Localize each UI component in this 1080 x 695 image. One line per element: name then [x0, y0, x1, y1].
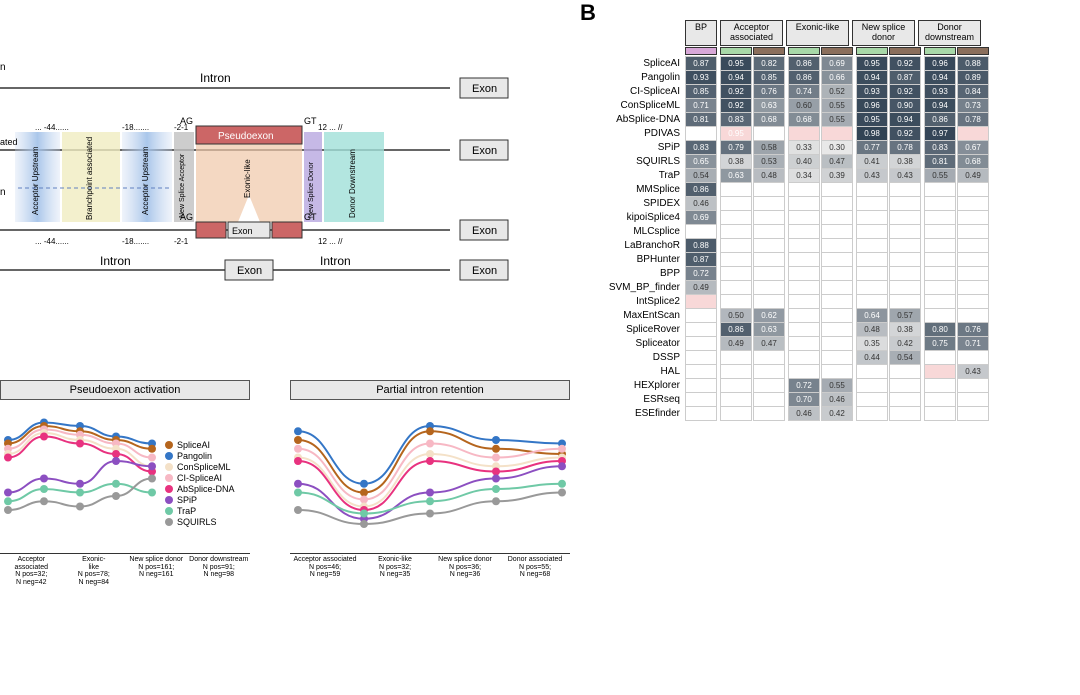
svg-text:12 ... //: 12 ... //	[318, 123, 343, 132]
chart2	[290, 400, 570, 550]
pseudoexon-label: Pseudoexon	[218, 131, 274, 142]
exon-small: Exon	[232, 226, 253, 236]
region-new-acc: New Splice Acceptor	[179, 153, 186, 218]
chart-legend: SpliceAIPangolinConSpliceMLCI-SpliceAIAb…	[165, 440, 235, 528]
region-new-donor: New Splice Donor	[308, 161, 315, 218]
chart1-header: Pseudoexon activation	[0, 380, 250, 400]
gt-label: GT	[304, 116, 317, 126]
svg-text:-18.......: -18.......	[122, 123, 149, 132]
diagram-svg: Intron Exon n Exon Acceptor Upstream Bra…	[0, 30, 560, 290]
svg-text:-2-1: -2-1	[174, 123, 189, 132]
panel-b-heatmap: BPAcceptorassociatedExonic-likeNew splic…	[580, 0, 1070, 421]
region-bp: Branchpoint associated	[85, 137, 94, 220]
ag2: AG	[180, 212, 193, 222]
svg-text:-18.......: -18.......	[122, 237, 149, 246]
intron-b2: Intron	[320, 254, 351, 268]
chart2-axis: Acceptor associatedN pos=46;N neg=59Exon…	[290, 553, 570, 579]
svg-text:n: n	[0, 62, 6, 73]
exon-r3: Exon	[472, 225, 497, 237]
heatmap-body: SpliceAI0.870.950.820.860.690.950.920.96…	[580, 57, 1070, 421]
exon-label-mid: Exon	[472, 145, 497, 157]
heatmap-headers: BPAcceptorassociatedExonic-likeNew splic…	[685, 20, 1070, 46]
intron-label: Intron	[200, 71, 231, 85]
region-acc-up: Acceptor Upstream	[31, 146, 40, 215]
panel-a-diagram: Intron Exon n Exon Acceptor Upstream Bra…	[0, 30, 560, 293]
svg-text:... -44......: ... -44......	[35, 237, 69, 246]
exon-label-top: Exon	[472, 83, 497, 95]
heatmap-subheaders	[685, 47, 1070, 55]
region-acc-up2: Acceptor Upstream	[141, 146, 150, 215]
svg-text:12 ... //: 12 ... //	[318, 237, 343, 246]
svg-text:-2-1: -2-1	[174, 237, 189, 246]
panel-c: Pseudoexon activation SpliceAIPangolinCo…	[0, 380, 580, 587]
chart2-header: Partial intron retention	[290, 380, 570, 400]
region-donor-down: Donor Downstream	[348, 149, 357, 218]
region-exonic: Exonic-like	[243, 159, 252, 198]
svg-text:... -44......: ... -44......	[35, 123, 69, 132]
gt2: GT	[304, 212, 317, 222]
svg-text:n: n	[0, 187, 6, 198]
exon-b: Exon	[237, 265, 262, 277]
chart1-axis: AcceptorassociatedN pos=32;N neg=42Exoni…	[0, 553, 250, 587]
svg-text:ated: ated	[0, 137, 18, 147]
exon-br: Exon	[472, 265, 497, 277]
intron-b1: Intron	[100, 254, 131, 268]
